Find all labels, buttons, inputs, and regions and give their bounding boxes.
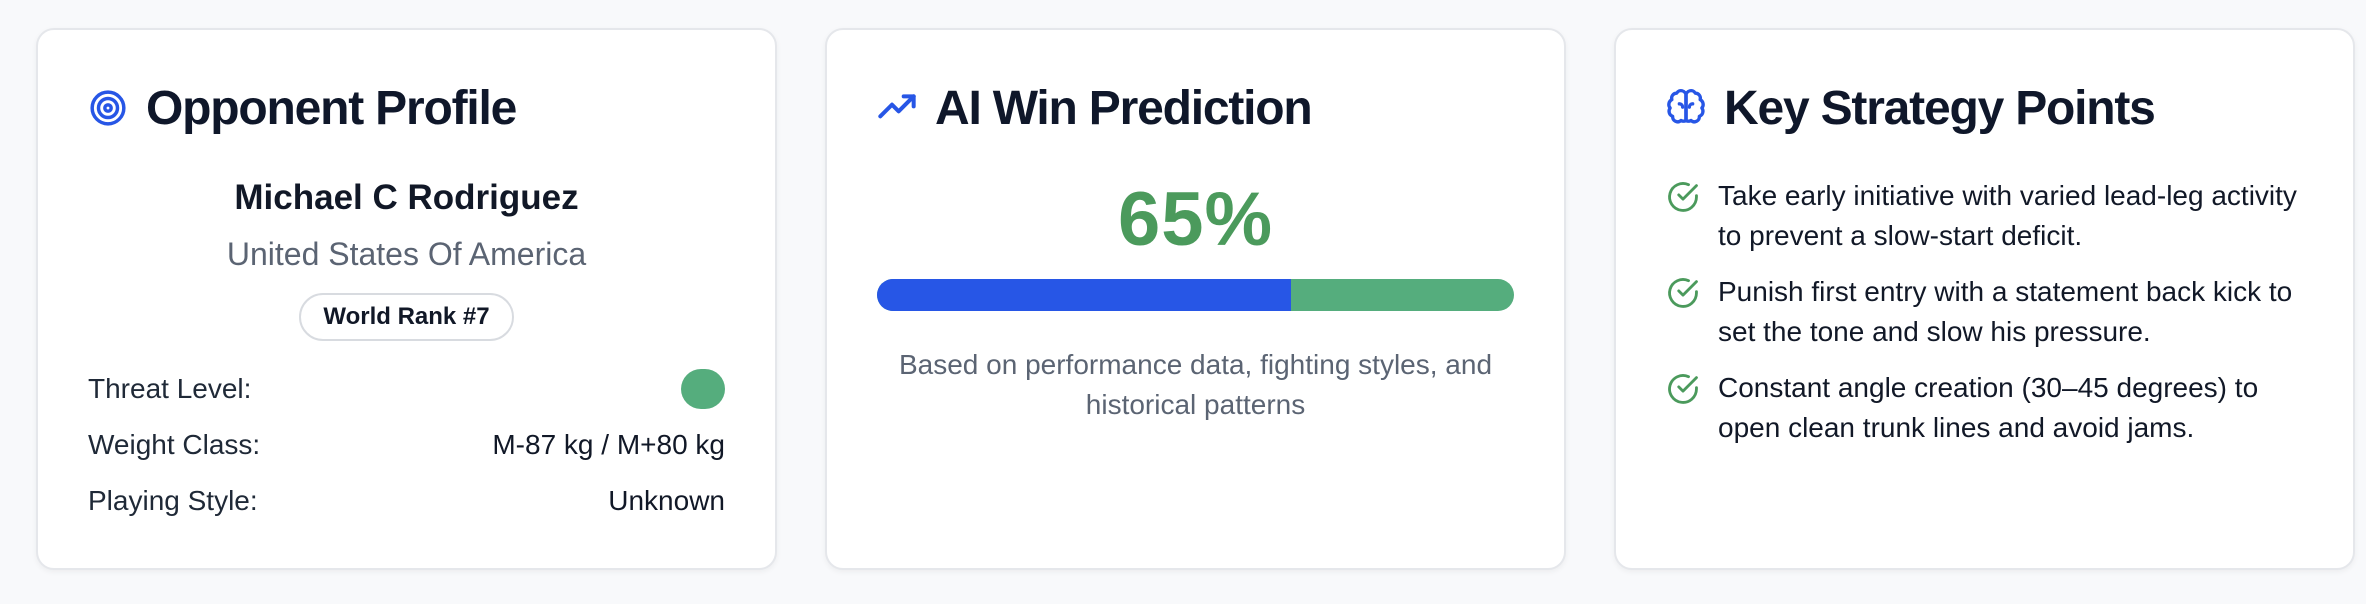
opponent-profile-card: Opponent Profile Michael C Rodriguez Uni…	[36, 28, 777, 570]
strategy-header: Key Strategy Points	[1666, 76, 2303, 140]
strategy-point: Constant angle creation (30–45 degrees) …	[1666, 368, 2303, 448]
check-circle-icon	[1666, 276, 1700, 310]
playing-style-value: Unknown	[608, 485, 725, 516]
strategy-point: Take early initiative with varied lead-l…	[1666, 176, 2303, 256]
weight-class-row: Weight Class: M-87 kg / M+80 kg	[88, 417, 725, 473]
strategy-card: Key Strategy Points Take early initiativ…	[1614, 28, 2355, 570]
threat-level-indicator	[681, 369, 725, 409]
prediction-note: Based on performance data, fighting styl…	[898, 349, 1493, 420]
strategy-point: Punish first entry with a statement back…	[1666, 272, 2303, 352]
strategy-point-text: Take early initiative with varied lead-l…	[1718, 180, 2297, 251]
brain-icon	[1666, 88, 1706, 128]
opponent-country: United States Of America	[226, 236, 587, 272]
opponent-profile-header: Opponent Profile	[88, 76, 725, 140]
win-prediction-card: AI Win Prediction 65% Based on performan…	[825, 28, 1566, 570]
trending-up-icon	[877, 88, 917, 128]
strategy-point-text: Constant angle creation (30–45 degrees) …	[1718, 372, 2259, 443]
dashboard-cards: Opponent Profile Michael C Rodriguez Uni…	[36, 28, 2355, 570]
opponent-profile-title: Opponent Profile	[146, 81, 517, 135]
weight-class-label: Weight Class:	[88, 429, 261, 460]
win-percentage: 65%	[1117, 177, 1274, 262]
threat-level-label: Threat Level:	[88, 373, 252, 404]
strategy-title: Key Strategy Points	[1724, 81, 2156, 135]
opponent-name: Michael C Rodriguez	[234, 178, 579, 217]
weight-class-value: M-87 kg / M+80 kg	[492, 429, 725, 460]
win-probability-bar	[877, 279, 1514, 311]
playing-style-row: Playing Style: Unknown	[88, 473, 725, 529]
win-prediction-header: AI Win Prediction	[877, 76, 1514, 140]
profile-summary: Michael C Rodriguez United States Of Ame…	[88, 178, 725, 341]
threat-level-row: Threat Level:	[88, 361, 725, 417]
check-circle-icon	[1666, 180, 1700, 214]
strategy-point-text: Punish first entry with a statement back…	[1718, 276, 2293, 347]
win-probability-fill	[877, 279, 1292, 311]
target-icon	[88, 88, 128, 128]
world-rank-badge: World Rank #7	[299, 293, 514, 341]
playing-style-label: Playing Style:	[88, 485, 258, 516]
win-prediction-title: AI Win Prediction	[935, 81, 1313, 135]
opponent-info: Threat Level: Weight Class: M-87 kg / M+…	[88, 361, 725, 529]
check-circle-icon	[1666, 372, 1700, 406]
strategy-points: Take early initiative with varied lead-l…	[1666, 176, 2303, 448]
